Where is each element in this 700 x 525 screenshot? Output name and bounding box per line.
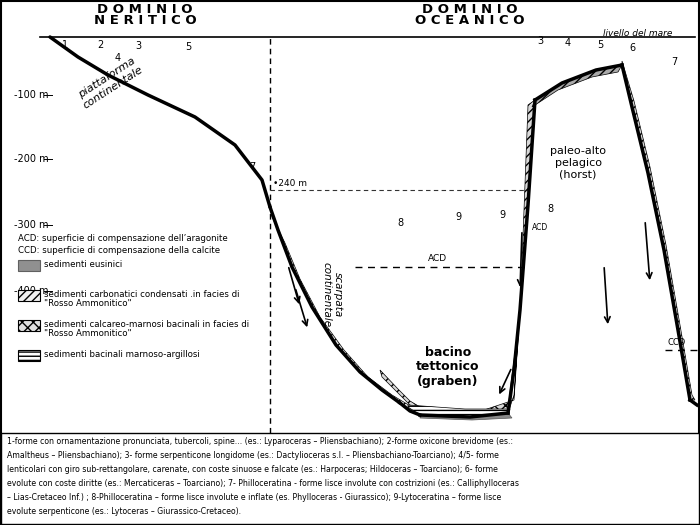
Text: 1-forme con ornamentazione pronunciata, tubercoli, spine... (es.: Lyparoceras – : 1-forme con ornamentazione pronunciata, … [7,437,513,446]
Text: 9: 9 [455,212,461,222]
Text: ACD: ACD [532,223,548,232]
Text: -300 m: -300 m [14,220,48,230]
Text: sedimenti bacinali marnoso-argillosi: sedimenti bacinali marnoso-argillosi [44,350,199,359]
Text: 5: 5 [597,40,603,50]
Text: "Rosso Ammonitico": "Rosso Ammonitico" [44,299,132,308]
Polygon shape [420,413,512,420]
Text: 8: 8 [397,218,403,228]
Text: -100 m: -100 m [14,90,48,100]
Text: 6: 6 [629,43,635,53]
Bar [18,260,40,271]
Text: sedimenti eusinici: sedimenti eusinici [44,260,122,269]
Text: 4: 4 [115,53,121,63]
Bar [18,350,40,361]
Text: bacino
tettonico
(graben): bacino tettonico (graben) [416,345,480,388]
Text: CCD: CCD [668,338,686,347]
Text: CCD: superficie di compensazione della calcite: CCD: superficie di compensazione della c… [18,246,220,255]
Text: paleo-alto
pelagico
(horst): paleo-alto pelagico (horst) [550,146,606,180]
Text: ACD: ACD [428,254,447,263]
Text: 8: 8 [547,204,553,214]
Text: -400 m: -400 m [14,286,48,296]
Text: evolute con coste diritte (es.: Mercaticeras – Toarciano); 7- Philloceratina - f: evolute con coste diritte (es.: Mercatic… [7,479,519,488]
Polygon shape [532,65,622,107]
Text: 4: 4 [565,38,571,48]
Text: D O M I N I O: D O M I N I O [422,3,518,16]
Text: piattaforma
continentale: piattaforma continentale [75,55,145,111]
Bar [18,290,40,301]
Text: "Rosso Ammonitico": "Rosso Ammonitico" [44,329,132,338]
Text: ACD: superficie di compensazione dell’aragonite: ACD: superficie di compensazione dell’ar… [18,234,227,243]
Text: 7: 7 [671,57,677,67]
Text: •240 m: •240 m [273,179,307,188]
Text: lenticolari con giro sub-rettangolare, carenate, con coste sinuose e falcate (es: lenticolari con giro sub-rettangolare, c… [7,465,498,474]
Polygon shape [380,310,520,417]
Text: 3: 3 [135,41,141,51]
Text: sedimenti carbonatici condensati .in facies di: sedimenti carbonatici condensati .in fac… [44,290,239,299]
Text: 5: 5 [185,42,191,52]
Polygon shape [408,405,510,417]
Text: Amaltheus – Pliensbachiano); 3- forme serpenticone longidome (es.: Dactylioceras: Amaltheus – Pliensbachiano); 3- forme se… [7,451,499,460]
Text: 2: 2 [97,40,103,50]
Bar [18,320,40,331]
Text: -200 m: -200 m [14,154,48,164]
Text: – Lias-Cretaceo Inf.) ; 8-Philloceratina – forme lisce involute e inflate (es. P: – Lias-Cretaceo Inf.) ; 8-Philloceratina… [7,493,501,502]
Polygon shape [508,100,535,413]
Text: 7: 7 [249,162,255,172]
Text: 9: 9 [499,210,505,220]
Text: livello del mare: livello del mare [603,29,672,38]
Polygon shape [270,207,420,415]
Text: D O M I N I O: D O M I N I O [97,3,192,16]
Text: 1: 1 [62,40,68,50]
Text: scarpata
continentale: scarpata continentale [321,262,343,328]
Text: 3: 3 [537,36,543,46]
Text: O C E A N I C O: O C E A N I C O [415,14,525,27]
Polygon shape [622,61,695,400]
Bar [1,433,699,524]
Text: evolute serpenticone (es.: Lytoceras – Giurassico-Cretaceo).: evolute serpenticone (es.: Lytoceras – G… [7,507,241,516]
Text: sedimenti calcareo-marnosi bacinali in facies di: sedimenti calcareo-marnosi bacinali in f… [44,320,249,329]
Text: N E R I T I C O: N E R I T I C O [94,14,196,27]
